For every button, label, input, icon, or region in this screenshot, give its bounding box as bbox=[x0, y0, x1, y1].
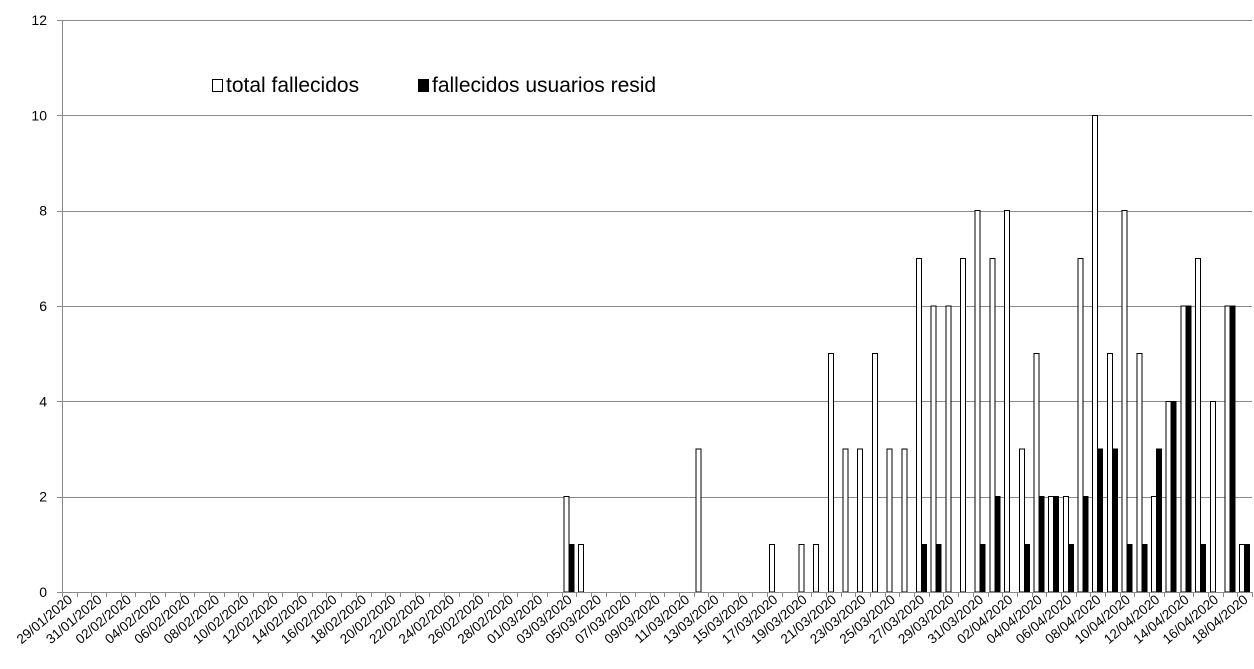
bar-total-fallecidos bbox=[1136, 353, 1143, 593]
bar-total-fallecidos bbox=[1151, 496, 1158, 593]
bar-total-fallecidos bbox=[1180, 305, 1187, 593]
bar-total-fallecidos bbox=[1004, 210, 1011, 593]
y-tick-label: 6 bbox=[39, 298, 47, 314]
bar-total-fallecidos bbox=[798, 543, 805, 593]
y-tick-label: 0 bbox=[39, 584, 47, 600]
y-tick-label: 8 bbox=[39, 203, 47, 219]
bar-total-fallecidos bbox=[1209, 400, 1216, 593]
bar-total-fallecidos bbox=[1018, 448, 1025, 593]
legend-swatch-total-fallecidos bbox=[212, 79, 223, 92]
bar-fallecidos-usuarios-resid bbox=[979, 543, 986, 593]
bar-total-fallecidos bbox=[842, 448, 849, 593]
x-axis-tick-labels: 29/01/202031/01/202002/02/202004/02/2020… bbox=[14, 592, 1251, 647]
bar-fallecidos-usuarios-resid bbox=[1141, 543, 1148, 593]
bar-total-fallecidos bbox=[1165, 400, 1172, 593]
legend-label-fallecidos-usuarios-resid: fallecidos usuarios resid bbox=[432, 74, 656, 97]
bar-total-fallecidos bbox=[886, 448, 893, 593]
bar-total-fallecidos bbox=[1092, 114, 1099, 593]
bar-fallecidos-usuarios-resid bbox=[1126, 543, 1133, 593]
bar-fallecidos-usuarios-resid bbox=[994, 496, 1001, 593]
bar-fallecidos-usuarios-resid bbox=[935, 543, 942, 593]
bar-total-fallecidos bbox=[563, 496, 570, 593]
bar-fallecidos-usuarios-resid bbox=[1185, 305, 1192, 593]
y-axis-tick-marks bbox=[57, 20, 62, 593]
bar-total-fallecidos bbox=[871, 353, 878, 593]
bar-total-fallecidos bbox=[1077, 257, 1084, 593]
y-tick-label: 10 bbox=[31, 107, 47, 123]
axes bbox=[62, 20, 1252, 593]
bar-fallecidos-usuarios-resid bbox=[1082, 496, 1089, 593]
bar-fallecidos-usuarios-resid bbox=[1200, 543, 1207, 593]
bar-fallecidos-usuarios-resid bbox=[1244, 543, 1251, 593]
bar-fallecidos-usuarios-resid bbox=[920, 543, 927, 593]
bar-total-fallecidos bbox=[857, 448, 864, 593]
legend-label-total-fallecidos: total fallecidos bbox=[226, 74, 359, 97]
bar-fallecidos-usuarios-resid bbox=[1023, 543, 1030, 593]
y-tick-label: 12 bbox=[31, 12, 47, 28]
bar-total-fallecidos bbox=[1195, 257, 1202, 593]
bar-total-fallecidos bbox=[960, 257, 967, 593]
bar-total-fallecidos bbox=[974, 210, 981, 593]
bar-total-fallecidos bbox=[1062, 496, 1069, 593]
bars bbox=[563, 114, 1251, 593]
bar-total-fallecidos bbox=[1106, 353, 1113, 593]
series-fallecidos-usuarios-resid bbox=[568, 305, 1251, 593]
series-total-fallecidos bbox=[563, 114, 1246, 593]
bar-total-fallecidos bbox=[769, 543, 776, 593]
x-axis-tick-marks bbox=[62, 592, 1253, 597]
bar-total-fallecidos bbox=[695, 448, 702, 593]
bar-total-fallecidos bbox=[989, 257, 996, 593]
bar-total-fallecidos bbox=[945, 305, 952, 593]
bar-total-fallecidos bbox=[578, 543, 585, 593]
y-axis-tick-labels: 0 2 4 6 8 10 12 bbox=[31, 12, 47, 600]
legend-swatch-fallecidos-usuarios-resid bbox=[418, 79, 429, 92]
bar-total-fallecidos bbox=[1239, 543, 1246, 593]
bar-total-fallecidos bbox=[1033, 353, 1040, 593]
bar-total-fallecidos bbox=[1121, 210, 1128, 593]
bar-total-fallecidos bbox=[915, 257, 922, 593]
bar-fallecidos-usuarios-resid bbox=[1038, 496, 1045, 593]
bar-fallecidos-usuarios-resid bbox=[1111, 448, 1118, 593]
bar-total-fallecidos bbox=[930, 305, 937, 593]
bar-fallecidos-usuarios-resid bbox=[1229, 305, 1236, 593]
bar-fallecidos-usuarios-resid bbox=[1170, 400, 1177, 593]
bar-fallecidos-usuarios-resid bbox=[1067, 543, 1074, 593]
bar-total-fallecidos bbox=[827, 353, 834, 593]
y-tick-label: 4 bbox=[39, 393, 47, 409]
bar-total-fallecidos bbox=[901, 448, 908, 593]
bar-fallecidos-usuarios-resid bbox=[1156, 448, 1163, 593]
bar-fallecidos-usuarios-resid bbox=[568, 543, 575, 593]
bar-total-fallecidos bbox=[1224, 305, 1231, 593]
bar-fallecidos-usuarios-resid bbox=[1053, 496, 1060, 593]
bar-total-fallecidos bbox=[1048, 496, 1055, 593]
y-tick-label: 2 bbox=[39, 489, 47, 505]
bar-total-fallecidos bbox=[813, 543, 820, 593]
legend: total fallecidos fallecidos usuarios res… bbox=[212, 74, 656, 97]
bar-fallecidos-usuarios-resid bbox=[1097, 448, 1104, 593]
